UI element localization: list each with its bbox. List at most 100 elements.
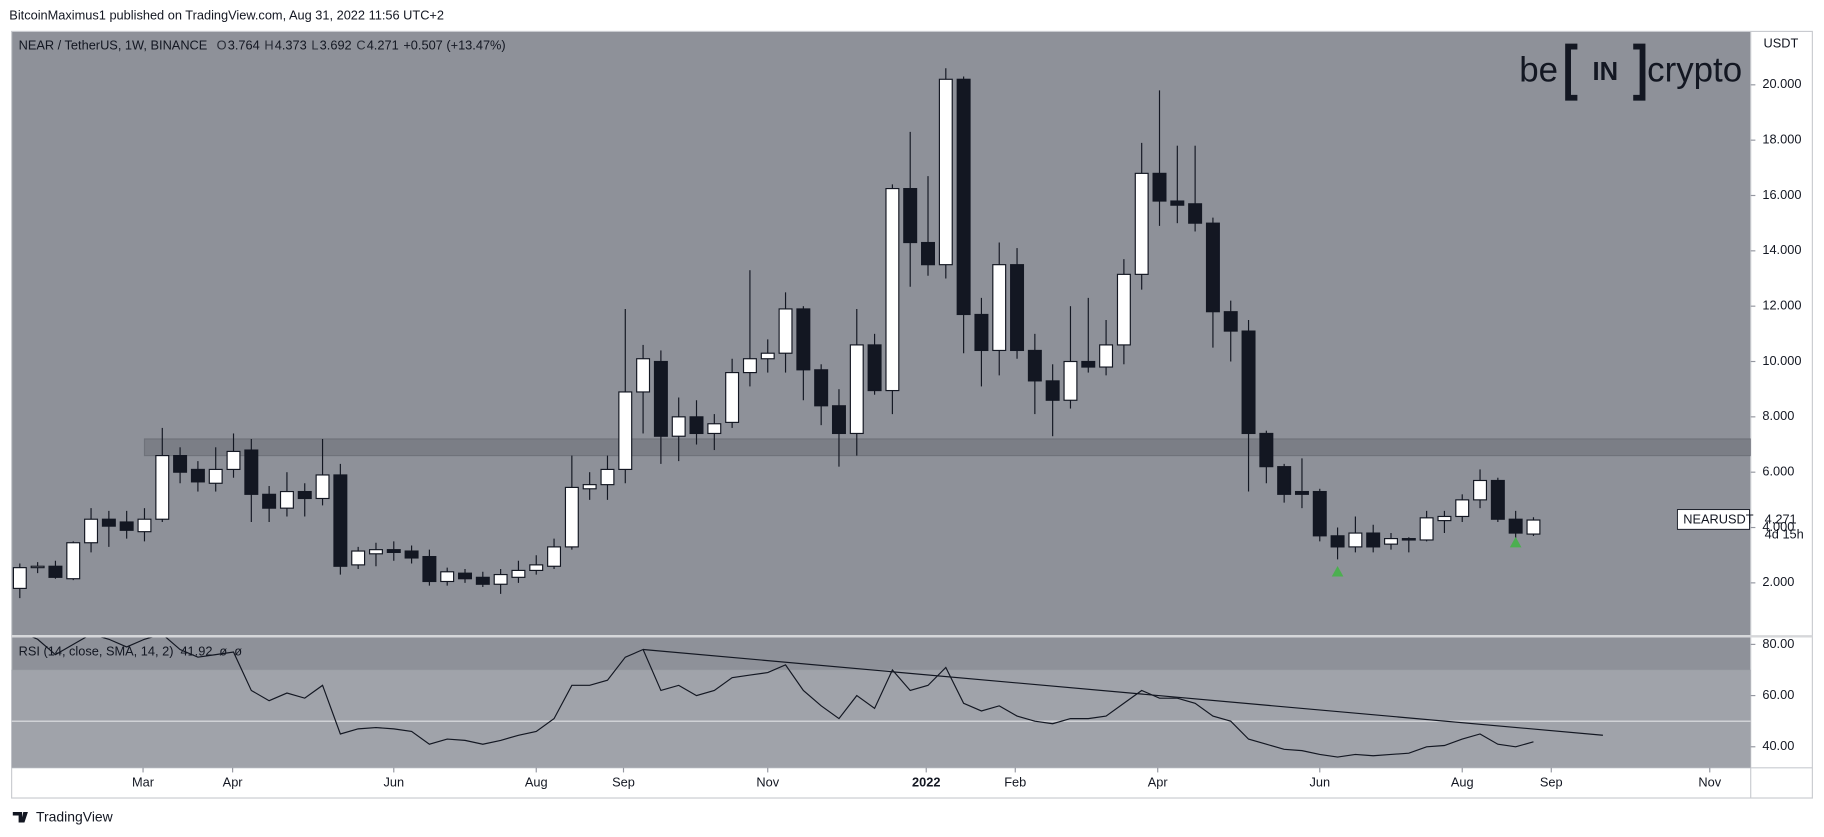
candle-body bbox=[618, 391, 633, 471]
candle-body bbox=[1241, 330, 1256, 435]
candle-body bbox=[796, 308, 811, 371]
candle-body bbox=[707, 423, 722, 435]
candle-body bbox=[173, 455, 188, 473]
candle-body bbox=[12, 567, 27, 589]
candle-body bbox=[1277, 466, 1292, 495]
footer: TradingView bbox=[12, 808, 114, 824]
logo-be: be bbox=[1519, 50, 1558, 89]
candle-body bbox=[386, 549, 401, 554]
candle-body bbox=[956, 78, 971, 316]
y-tick-label: 8.000 bbox=[1762, 408, 1794, 423]
candle-body bbox=[689, 416, 704, 435]
candle-body bbox=[992, 264, 1007, 352]
candle-body bbox=[1259, 432, 1274, 468]
candle-body bbox=[1294, 490, 1309, 495]
candle-body bbox=[653, 360, 668, 437]
candle-body bbox=[66, 542, 81, 580]
y-tick-label: 10.000 bbox=[1762, 353, 1801, 368]
x-tick-label: Nov bbox=[756, 774, 779, 789]
footer-icon bbox=[12, 811, 28, 823]
rsi-extra: ø bbox=[234, 644, 242, 659]
candle-body bbox=[582, 484, 597, 490]
candle-body bbox=[636, 358, 651, 393]
candle-body bbox=[84, 518, 99, 544]
rsi-band bbox=[11, 669, 1751, 768]
candle-body bbox=[742, 358, 757, 374]
price-plot bbox=[12, 68, 1751, 599]
candle-body bbox=[671, 416, 686, 437]
candle-body bbox=[1063, 360, 1078, 401]
legend-value: 3.764 bbox=[228, 38, 260, 53]
candle-body bbox=[333, 474, 348, 567]
candle-body bbox=[155, 455, 170, 520]
legend-key: L bbox=[311, 38, 318, 53]
x-tick-label: Jun bbox=[1309, 774, 1330, 789]
x-tick-label: Apr bbox=[1148, 774, 1169, 789]
candle-body bbox=[1508, 518, 1523, 534]
legend-key: H bbox=[264, 38, 273, 53]
y-tick-label: 40.00 bbox=[1762, 738, 1794, 753]
candle-body bbox=[119, 521, 134, 531]
y-tick-label: 14.000 bbox=[1762, 242, 1801, 257]
candle-body bbox=[1152, 172, 1167, 202]
logo-crypto: crypto bbox=[1647, 50, 1742, 89]
candle-body bbox=[262, 493, 277, 509]
countdown: 4d 15h bbox=[1765, 527, 1804, 542]
footer-text: TradingView bbox=[36, 808, 114, 824]
candle-body bbox=[1419, 517, 1434, 541]
axes: 2.000 4.000 6.000 8.000 10.000 12.000 14.000 16… bbox=[19, 36, 1804, 790]
candle-body bbox=[1384, 538, 1398, 545]
x-tick-label: Nov bbox=[1698, 774, 1721, 789]
price-pane bbox=[11, 31, 1751, 636]
chart-frame bbox=[11, 30, 1813, 799]
publisher: BitcoinMaximus1 published on TradingView… bbox=[9, 8, 444, 23]
candle-body bbox=[974, 313, 989, 352]
candle-body bbox=[226, 450, 241, 471]
candle-body bbox=[404, 550, 419, 559]
candle-body bbox=[422, 555, 437, 583]
candle-body bbox=[867, 344, 882, 392]
x-tick-label: 2022 bbox=[912, 774, 940, 789]
y-tick-label: 20.000 bbox=[1762, 76, 1801, 91]
rsi-plot bbox=[11, 637, 1751, 768]
price-axis-unit: USDT bbox=[1764, 36, 1799, 51]
candle-body bbox=[279, 490, 294, 509]
candle-body bbox=[137, 518, 152, 533]
candle-body bbox=[1437, 515, 1452, 522]
candle-body bbox=[1045, 380, 1060, 401]
y-tick-label: 16.000 bbox=[1762, 187, 1801, 202]
candle-body bbox=[1170, 200, 1185, 206]
candle-body bbox=[1010, 264, 1025, 352]
candle-body bbox=[885, 188, 900, 392]
candle-body bbox=[778, 308, 793, 354]
resistance-zone bbox=[143, 438, 1751, 457]
legend-value: 3.692 bbox=[320, 38, 352, 53]
rsi-title: RSI (14, close, SMA, 14, 2) bbox=[19, 644, 174, 659]
y-tick-label: 2.000 bbox=[1762, 574, 1794, 589]
candle-body bbox=[244, 449, 259, 495]
candle-body bbox=[529, 564, 544, 571]
candle-body bbox=[1490, 479, 1505, 520]
legend-change: +0.507 (+13.47%) bbox=[403, 38, 505, 53]
logo-brackets bbox=[1565, 43, 1646, 101]
legend: NEAR / TetherUS, 1W, BINANCE O3.764 H4.373… bbox=[19, 38, 506, 53]
candle-body bbox=[493, 573, 508, 585]
candle-body bbox=[938, 78, 953, 266]
candle-body bbox=[190, 468, 205, 483]
candle-body bbox=[1330, 535, 1345, 548]
candle-body bbox=[1526, 519, 1541, 535]
candle-body bbox=[849, 344, 864, 435]
candle-body bbox=[208, 468, 223, 484]
candle-body bbox=[600, 468, 615, 486]
marker-triangle bbox=[1509, 536, 1522, 548]
candle-body bbox=[921, 241, 935, 266]
candle-body bbox=[1455, 499, 1470, 518]
candle-body bbox=[351, 550, 366, 566]
legend-value: 4.271 bbox=[367, 38, 399, 53]
x-tick-label: Mar bbox=[132, 774, 155, 789]
rsi-legend: RSI (14, close, SMA, 14, 2) 41.92 ø ø bbox=[19, 644, 243, 659]
legend-value: 4.373 bbox=[275, 38, 307, 53]
marker-triangle bbox=[1331, 565, 1344, 577]
candle-body bbox=[814, 369, 829, 407]
x-tick-label: Jun bbox=[383, 774, 404, 789]
